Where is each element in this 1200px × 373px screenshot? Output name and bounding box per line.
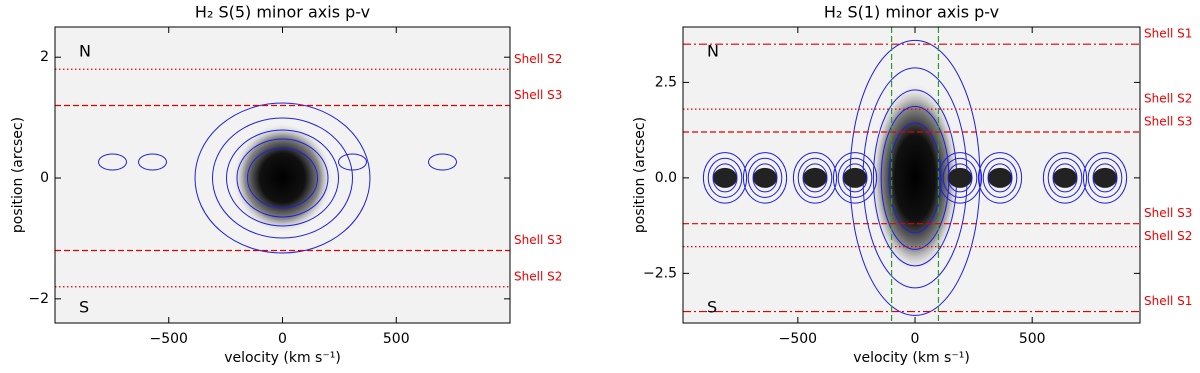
shell-label: Shell S2: [1144, 92, 1192, 106]
contour: [338, 153, 367, 171]
shell-label: Shell S3: [514, 233, 562, 247]
x-tick-label: 0: [278, 331, 287, 347]
contour: [1052, 163, 1078, 193]
contour: [888, 122, 942, 234]
contour: [702, 152, 748, 204]
y-tick-label: −2.5: [643, 265, 677, 281]
y-tick-label: −2: [28, 291, 49, 307]
contour: [226, 129, 339, 227]
y-axis-label: position (arcsec): [632, 117, 648, 233]
contour: [247, 147, 318, 209]
emission: [948, 167, 973, 188]
contour: [1092, 163, 1118, 193]
contour: [752, 163, 778, 193]
annotation: S: [707, 298, 717, 317]
contour: [747, 157, 783, 198]
annotation: N: [79, 42, 91, 61]
contour: [802, 163, 828, 193]
contour: [947, 163, 973, 193]
shell-label: Shell S1: [1144, 294, 1192, 308]
x-tick-label: −500: [779, 331, 817, 347]
emission: [870, 82, 961, 273]
contour: [1087, 157, 1123, 198]
y-axis-label: position (arcsec): [10, 117, 26, 233]
emission: [753, 167, 778, 188]
contour: [797, 157, 833, 198]
shell-label: Shell S2: [514, 52, 562, 66]
contour: [194, 102, 371, 254]
contour: [1042, 152, 1088, 204]
contour: [982, 157, 1018, 198]
contour: [1082, 152, 1128, 204]
contour: [707, 157, 743, 198]
contour: [837, 157, 873, 198]
y-tick-label: 0: [40, 170, 49, 186]
x-axis-label: velocity (km s⁻¹): [224, 350, 341, 366]
contour: [138, 153, 167, 171]
shell-label: Shell S3: [1144, 206, 1192, 220]
emission: [843, 167, 868, 188]
contour: [977, 152, 1023, 204]
x-tick-label: −500: [150, 331, 188, 347]
contour: [428, 153, 457, 171]
chart-title: H₂ S(1) minor axis p-v: [824, 3, 999, 22]
contour: [987, 163, 1013, 193]
plot-frame: [682, 26, 1141, 324]
annotation: S: [79, 298, 89, 317]
shell-label: Shell S1: [1144, 27, 1192, 41]
x-tick-label: 500: [1019, 331, 1046, 347]
shell-label: Shell S3: [1144, 115, 1192, 129]
contour: [742, 152, 788, 204]
contour: [842, 163, 868, 193]
contour: [792, 152, 838, 204]
contour: [712, 163, 738, 193]
emission: [713, 167, 738, 188]
x-tick-label: 500: [383, 331, 410, 347]
emission: [232, 123, 333, 234]
shell-label: Shell S2: [514, 269, 562, 283]
chart-title: H₂ S(5) minor axis p-v: [195, 3, 370, 22]
x-axis-label: velocity (km s⁻¹): [853, 350, 970, 366]
emission: [1093, 167, 1118, 188]
contour: [98, 153, 127, 171]
emission: [803, 167, 828, 188]
y-tick-label: 2: [40, 49, 49, 65]
emission: [988, 167, 1013, 188]
annotation: N: [707, 42, 719, 61]
y-tick-label: 2.5: [655, 74, 677, 90]
y-tick-label: 0.0: [655, 170, 677, 186]
contour: [236, 138, 329, 218]
shell-label: Shell S3: [514, 88, 562, 102]
contour: [1047, 157, 1083, 198]
emission: [1053, 167, 1078, 188]
shell-label: Shell S2: [1144, 229, 1192, 243]
contour: [212, 117, 353, 239]
contour: [832, 152, 878, 204]
contour: [937, 152, 983, 204]
x-tick-label: 0: [911, 331, 920, 347]
contour: [942, 157, 978, 198]
